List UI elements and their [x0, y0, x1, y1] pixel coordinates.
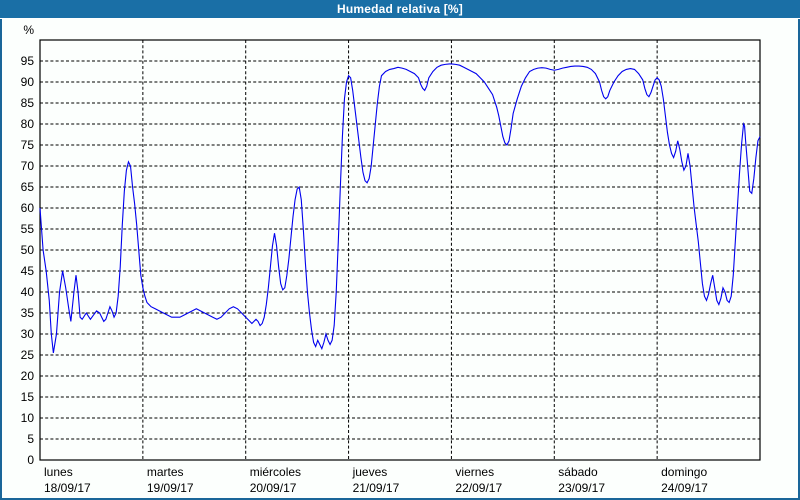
svg-text:20: 20	[21, 369, 35, 383]
svg-text:80: 80	[21, 117, 35, 131]
svg-text:5: 5	[27, 432, 34, 446]
svg-text:jueves: jueves	[352, 465, 388, 479]
svg-text:domingo: domingo	[661, 465, 707, 479]
svg-text:45: 45	[21, 264, 35, 278]
svg-text:25: 25	[21, 348, 35, 362]
svg-text:35: 35	[21, 306, 35, 320]
svg-text:22/09/17: 22/09/17	[455, 481, 502, 495]
svg-text:50: 50	[21, 243, 35, 257]
svg-text:40: 40	[21, 285, 35, 299]
svg-text:24/09/17: 24/09/17	[661, 481, 708, 495]
svg-text:18/09/17: 18/09/17	[44, 481, 91, 495]
svg-text:85: 85	[21, 96, 35, 110]
svg-text:60: 60	[21, 201, 35, 215]
svg-text:sábado: sábado	[558, 465, 598, 479]
svg-text:21/09/17: 21/09/17	[353, 481, 400, 495]
svg-text:95: 95	[21, 54, 35, 68]
svg-text:23/09/17: 23/09/17	[558, 481, 605, 495]
svg-text:miércoles: miércoles	[250, 465, 301, 479]
svg-text:65: 65	[21, 180, 35, 194]
svg-text:martes: martes	[147, 465, 184, 479]
svg-text:30: 30	[21, 327, 35, 341]
svg-text:70: 70	[21, 159, 35, 173]
svg-text:10: 10	[21, 411, 35, 425]
svg-text:19/09/17: 19/09/17	[147, 481, 194, 495]
svg-text:0: 0	[27, 453, 34, 467]
svg-text:75: 75	[21, 138, 35, 152]
svg-text:55: 55	[21, 222, 35, 236]
svg-text:15: 15	[21, 390, 35, 404]
svg-text:90: 90	[21, 75, 35, 89]
svg-text:20/09/17: 20/09/17	[250, 481, 297, 495]
svg-text:viernes: viernes	[455, 465, 494, 479]
svg-text:lunes: lunes	[44, 465, 73, 479]
svg-text:%: %	[23, 23, 34, 37]
